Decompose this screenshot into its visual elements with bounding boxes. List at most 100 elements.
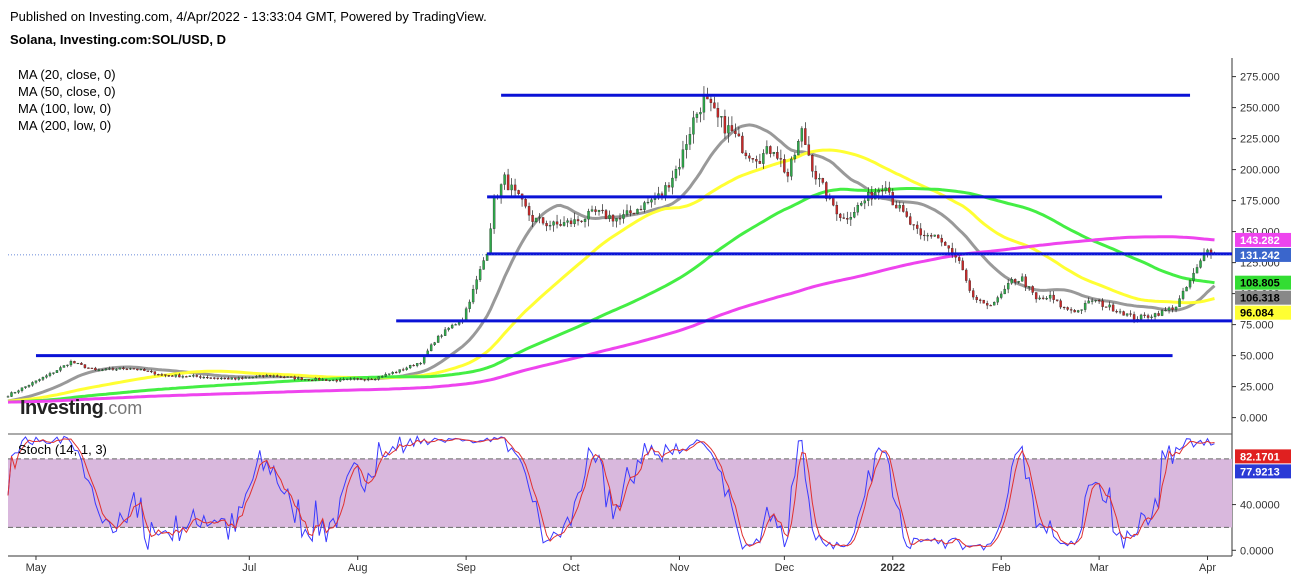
candle-body [1034, 292, 1038, 300]
candle-body [1003, 288, 1006, 295]
candle-body [356, 378, 359, 380]
moving-average-lines [7, 123, 1216, 404]
logo-domain: .com [103, 398, 143, 418]
candle-body [398, 369, 401, 373]
candle-body [576, 219, 580, 222]
candle-body [996, 297, 999, 303]
candle-body [276, 375, 279, 377]
legend-ma50[interactable]: MA (50, close, 0) [18, 84, 116, 99]
candle-body [34, 380, 38, 383]
candle-body [223, 377, 227, 380]
horizontal-levels[interactable] [8, 93, 1232, 358]
candle-body [681, 149, 685, 168]
legend-ma200[interactable]: MA (200, low, 0) [18, 118, 112, 133]
candle-body [751, 157, 755, 160]
candle-body [1031, 286, 1034, 293]
candle-body [286, 376, 289, 378]
candle-body [625, 210, 629, 215]
candle-body [881, 190, 884, 192]
candle-body [104, 368, 108, 370]
candle-body [513, 184, 517, 191]
candle-body [209, 377, 213, 379]
candle-body [304, 379, 307, 381]
candle-body [227, 377, 230, 380]
candle-body [531, 214, 534, 222]
candle-body [1150, 316, 1153, 318]
candle-body [55, 370, 59, 373]
candle-body [639, 208, 643, 211]
candle-body [601, 209, 604, 212]
candle-body [590, 209, 594, 212]
candle-body [279, 376, 282, 378]
candle-body [342, 379, 345, 381]
candle-body [311, 379, 314, 382]
candle-body [52, 372, 55, 374]
candle-body [1111, 304, 1115, 312]
candle-body [916, 224, 919, 229]
price-badge-2: 108.805 [1240, 278, 1280, 290]
candle-body [321, 379, 324, 381]
candle-body [248, 377, 251, 379]
candle-body [667, 185, 671, 188]
candle-body [1076, 310, 1080, 313]
candle-body [251, 377, 254, 379]
candle-body [979, 299, 982, 301]
logo-brand: Investing [20, 397, 104, 419]
candle-body [1013, 279, 1017, 283]
candle-body [367, 378, 370, 381]
candle-body [587, 210, 590, 220]
candle-body [192, 375, 195, 377]
candle-body [87, 367, 90, 369]
candle-body [744, 152, 748, 157]
candle-body [167, 375, 171, 377]
candle-body [762, 153, 765, 164]
candle-body [353, 378, 356, 380]
price-badge-2-bg [1235, 275, 1291, 290]
candle-body [24, 386, 27, 388]
candle-body [895, 204, 898, 209]
candle-body [436, 335, 440, 343]
candle-body [737, 133, 741, 137]
candle-body [454, 324, 457, 326]
candle-body [807, 144, 811, 156]
candle-body [220, 377, 223, 380]
candle-body [902, 205, 905, 212]
candle-body [853, 212, 856, 218]
candle-body [199, 376, 202, 378]
candle-body [111, 368, 115, 370]
candle-body [489, 228, 492, 255]
candle-body [793, 154, 797, 160]
candle-body [975, 296, 978, 301]
candle-body [244, 377, 248, 379]
candle-body [174, 374, 178, 377]
price-badge-0: 143.282 [1240, 235, 1280, 247]
candle-body [325, 379, 328, 381]
candle-body [136, 368, 139, 371]
candle-body [804, 128, 807, 145]
candle-body [541, 217, 545, 224]
time-tick-label: Dec [775, 562, 795, 574]
candle-body [132, 368, 136, 370]
candle-body [818, 178, 821, 180]
candle-body [262, 375, 265, 377]
candle-body [538, 217, 541, 219]
legend-ma100[interactable]: MA (100, low, 0) [18, 101, 112, 116]
stoch-lines [7, 434, 1215, 551]
stoch-badge-0: 82.1701 [1240, 451, 1280, 463]
candle-body [999, 293, 1003, 298]
candle-body [1174, 306, 1178, 310]
candle-body [139, 368, 143, 371]
price-badge-1: 131.242 [1240, 250, 1280, 262]
candle-body [786, 171, 790, 177]
candle-body [1146, 315, 1150, 318]
candle-body [552, 221, 555, 226]
candle-body [1178, 298, 1181, 308]
legend-ma20[interactable]: MA (20, close, 0) [18, 67, 116, 82]
candle-body [429, 344, 433, 352]
candle-body [860, 202, 863, 206]
candle-body [1045, 298, 1048, 300]
candle-body [1055, 299, 1059, 301]
candle-body [534, 217, 538, 222]
stoch-tick-label: 0.0000 [1240, 545, 1274, 557]
